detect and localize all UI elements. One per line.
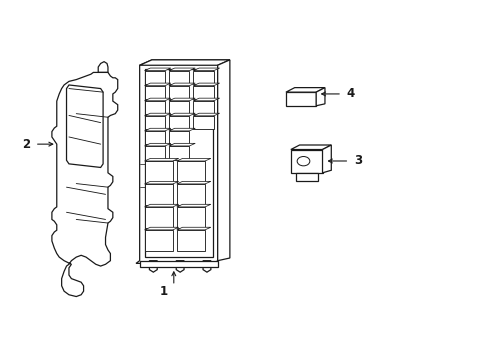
Polygon shape: [168, 113, 195, 116]
Polygon shape: [168, 98, 195, 101]
Polygon shape: [193, 68, 219, 71]
Polygon shape: [144, 204, 178, 207]
Polygon shape: [176, 227, 210, 230]
Polygon shape: [168, 116, 189, 130]
Polygon shape: [290, 145, 330, 149]
Polygon shape: [144, 161, 172, 183]
Polygon shape: [168, 128, 195, 131]
Polygon shape: [176, 261, 183, 272]
Polygon shape: [168, 68, 195, 71]
Polygon shape: [168, 101, 189, 114]
Polygon shape: [193, 101, 213, 114]
Polygon shape: [144, 101, 164, 114]
Text: 3: 3: [353, 154, 362, 167]
Polygon shape: [144, 83, 170, 86]
Polygon shape: [290, 149, 322, 173]
Polygon shape: [144, 143, 170, 146]
Polygon shape: [217, 60, 229, 261]
Text: 1: 1: [160, 285, 168, 298]
Circle shape: [297, 157, 309, 166]
Polygon shape: [193, 71, 213, 84]
Polygon shape: [176, 184, 204, 206]
Polygon shape: [140, 261, 217, 267]
Polygon shape: [52, 72, 118, 297]
Polygon shape: [295, 173, 317, 181]
Polygon shape: [193, 116, 213, 130]
Polygon shape: [144, 71, 164, 84]
Polygon shape: [176, 161, 204, 183]
Polygon shape: [144, 181, 178, 184]
Text: 2: 2: [22, 138, 30, 150]
Polygon shape: [144, 128, 170, 131]
Polygon shape: [144, 158, 178, 161]
Polygon shape: [193, 98, 219, 101]
Polygon shape: [193, 113, 219, 116]
Polygon shape: [144, 98, 170, 101]
Polygon shape: [136, 60, 229, 264]
Polygon shape: [176, 204, 210, 207]
Polygon shape: [144, 131, 164, 144]
Bar: [290, 96, 297, 100]
Polygon shape: [316, 87, 325, 106]
Polygon shape: [144, 230, 172, 251]
Polygon shape: [66, 85, 103, 167]
Polygon shape: [144, 68, 170, 71]
Polygon shape: [144, 207, 172, 228]
Bar: [301, 96, 307, 100]
Polygon shape: [285, 92, 316, 106]
Polygon shape: [144, 86, 164, 99]
Text: 4: 4: [346, 87, 354, 100]
Polygon shape: [168, 86, 189, 99]
Polygon shape: [285, 87, 325, 92]
Polygon shape: [144, 146, 164, 159]
Polygon shape: [168, 131, 189, 144]
Polygon shape: [176, 158, 210, 161]
Polygon shape: [168, 71, 189, 84]
Polygon shape: [149, 261, 157, 272]
Polygon shape: [176, 207, 204, 228]
Polygon shape: [193, 86, 213, 99]
Polygon shape: [203, 261, 210, 272]
Polygon shape: [144, 69, 212, 257]
Polygon shape: [322, 145, 330, 173]
Polygon shape: [168, 83, 195, 86]
Polygon shape: [168, 143, 195, 146]
Polygon shape: [144, 116, 164, 130]
Polygon shape: [193, 83, 219, 86]
Polygon shape: [176, 230, 204, 251]
Polygon shape: [144, 113, 170, 116]
Polygon shape: [98, 62, 108, 72]
Polygon shape: [140, 60, 229, 65]
Polygon shape: [144, 227, 178, 230]
Polygon shape: [168, 146, 189, 159]
Polygon shape: [144, 184, 172, 206]
Polygon shape: [176, 181, 210, 184]
